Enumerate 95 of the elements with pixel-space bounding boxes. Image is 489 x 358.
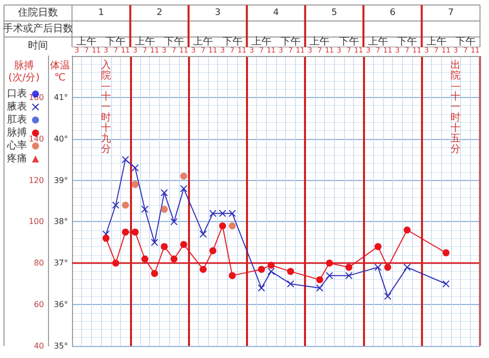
y-tick-label: 100 bbox=[28, 217, 44, 226]
text: 1 bbox=[98, 8, 104, 18]
point bbox=[160, 243, 168, 250]
point bbox=[132, 164, 139, 172]
point bbox=[345, 264, 352, 271]
point bbox=[170, 256, 178, 262]
point bbox=[151, 270, 158, 277]
y2-tick-label: 36° bbox=[54, 300, 68, 310]
text: 出院—十一时十五分 bbox=[450, 60, 461, 155]
y2-axis-title: 体温 ℃ bbox=[50, 60, 70, 84]
text: 下午 bbox=[455, 36, 476, 48]
point bbox=[132, 228, 139, 236]
point bbox=[112, 202, 120, 209]
text: 手术或产后日数 bbox=[3, 22, 73, 34]
y-tick-label: 80 bbox=[34, 258, 44, 268]
point bbox=[384, 264, 392, 271]
legend-label: 脉搏 bbox=[7, 126, 27, 138]
text: 下午 bbox=[338, 36, 359, 48]
point bbox=[180, 241, 188, 248]
point bbox=[219, 222, 226, 230]
text: 上午 bbox=[368, 36, 388, 48]
text: 入院—十一时十九分 bbox=[101, 60, 111, 155]
point bbox=[219, 210, 226, 217]
legend-label: 心率 bbox=[6, 140, 27, 152]
text: 下午 bbox=[106, 36, 126, 48]
legend-label: 肛表 bbox=[7, 114, 27, 126]
point bbox=[141, 206, 148, 213]
point bbox=[160, 206, 168, 213]
point bbox=[180, 172, 188, 180]
point bbox=[132, 180, 139, 188]
point bbox=[209, 247, 216, 254]
y2-tick-label: 41° bbox=[54, 92, 68, 102]
text: 上午 bbox=[251, 36, 272, 48]
point bbox=[258, 284, 265, 292]
point bbox=[180, 185, 188, 192]
point bbox=[442, 249, 450, 256]
point bbox=[228, 210, 236, 217]
point bbox=[268, 262, 275, 269]
point bbox=[200, 230, 207, 238]
text: 3 bbox=[214, 8, 221, 18]
point bbox=[287, 268, 294, 275]
legend-label: 口表 bbox=[7, 88, 27, 100]
point bbox=[374, 243, 382, 250]
text: 下午 bbox=[397, 36, 418, 48]
text: 上午 bbox=[134, 36, 155, 48]
text: 7 bbox=[448, 8, 454, 18]
text: 5 bbox=[331, 8, 338, 18]
text: 下午 bbox=[280, 36, 301, 48]
point bbox=[442, 280, 450, 288]
y2-tick-label: 38° bbox=[54, 217, 68, 226]
y-axis-title: 脉搏 (次/分) bbox=[8, 60, 40, 84]
point bbox=[228, 222, 236, 230]
point bbox=[268, 268, 275, 275]
point bbox=[102, 234, 110, 242]
point bbox=[228, 272, 236, 280]
text: 时间 bbox=[28, 40, 48, 52]
text: 上午 bbox=[193, 36, 214, 48]
text: 上午 bbox=[310, 36, 330, 48]
point bbox=[316, 276, 324, 284]
point bbox=[122, 228, 129, 236]
point bbox=[122, 202, 129, 209]
point bbox=[326, 260, 333, 267]
point bbox=[384, 292, 392, 300]
point bbox=[404, 226, 411, 234]
point bbox=[404, 264, 411, 271]
y-tick-label: 60 bbox=[34, 300, 44, 310]
text: 上午 bbox=[76, 36, 97, 48]
y-tick-label: 40 bbox=[34, 342, 44, 350]
point bbox=[122, 156, 129, 164]
text: 上午 bbox=[426, 36, 446, 48]
y2-tick-label: 35° bbox=[54, 342, 68, 350]
text: 下午 bbox=[164, 36, 184, 48]
point bbox=[151, 238, 158, 246]
y2-tick-label: 40° bbox=[54, 134, 68, 144]
point bbox=[209, 210, 216, 217]
point bbox=[160, 189, 168, 196]
point bbox=[345, 272, 352, 280]
text: 住院日数 bbox=[18, 6, 58, 18]
text: 下午 bbox=[222, 36, 242, 48]
y2-tick-label: 39° bbox=[54, 176, 68, 185]
text: 4 bbox=[273, 8, 280, 18]
point bbox=[200, 266, 207, 273]
y-tick-label: 120 bbox=[28, 176, 44, 185]
legend-label: 疼痛 bbox=[7, 152, 27, 164]
point bbox=[258, 266, 265, 273]
y-tick-label: 140 bbox=[28, 134, 44, 144]
text: 2 bbox=[156, 8, 162, 18]
text: 6 bbox=[390, 8, 396, 18]
point bbox=[141, 256, 148, 262]
y2-tick-label: 37° bbox=[54, 258, 68, 268]
point bbox=[112, 260, 120, 267]
y-tick-label: 160 bbox=[28, 92, 44, 102]
legend-label: 腋表 bbox=[7, 100, 27, 112]
point bbox=[326, 272, 333, 280]
point bbox=[287, 280, 294, 288]
